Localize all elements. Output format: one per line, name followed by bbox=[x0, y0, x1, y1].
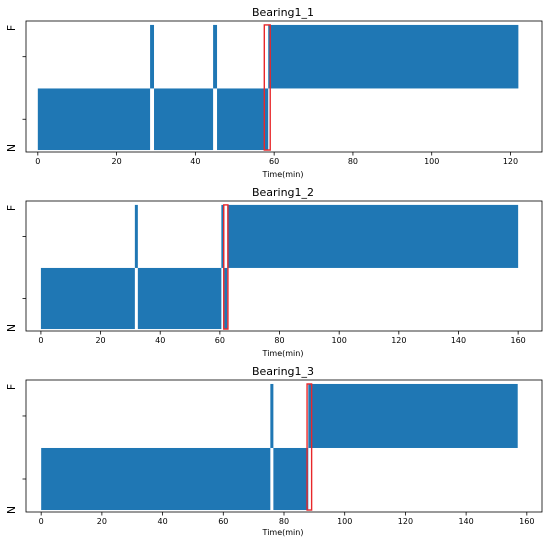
x-tick-label: 0 bbox=[38, 336, 43, 345]
state-bar-n bbox=[41, 447, 271, 511]
x-tick-label: 100 bbox=[337, 517, 352, 526]
x-tick-label: 40 bbox=[155, 336, 165, 345]
x-tick-label: 160 bbox=[519, 517, 534, 526]
state-bar-f bbox=[150, 24, 155, 89]
y-category-label-f: F bbox=[5, 25, 18, 31]
change-point-marker bbox=[263, 24, 271, 151]
state-bar-n bbox=[37, 88, 151, 151]
x-tick-label: 140 bbox=[451, 336, 466, 345]
state-bar-n bbox=[137, 267, 222, 330]
state-bar-f bbox=[213, 24, 218, 89]
state-bar-f bbox=[270, 383, 274, 448]
chart-title: Bearing1_2 bbox=[252, 186, 314, 199]
y-category-label-n: N bbox=[5, 144, 18, 152]
x-tick-label: 120 bbox=[503, 157, 518, 166]
state-bar-n bbox=[224, 267, 228, 330]
x-tick-label: 80 bbox=[274, 336, 284, 345]
x-tick-label: 80 bbox=[348, 157, 358, 166]
x-tick-label: 120 bbox=[398, 517, 413, 526]
state-bar-f bbox=[134, 204, 138, 268]
x-tick-label: 100 bbox=[424, 157, 439, 166]
x-tick-label: 60 bbox=[215, 336, 225, 345]
state-bar-f bbox=[268, 24, 519, 89]
state-bar-n bbox=[273, 447, 309, 511]
plot-area bbox=[25, 20, 543, 153]
x-tick-label: 40 bbox=[190, 157, 200, 166]
x-tick-label: 100 bbox=[332, 336, 347, 345]
y-category-label-n: N bbox=[5, 324, 18, 332]
x-tick-label: 20 bbox=[97, 517, 107, 526]
chart-panel-2: Bearing1_2 F N 0 20 40 60 80 100 120 140 160 Tim… bbox=[5, 186, 543, 358]
x-tick-label: 60 bbox=[269, 157, 279, 166]
chart-panel-3: Bearing1_3 F N 0 20 40 60 80 100 120 140 160 Tim… bbox=[5, 365, 543, 537]
state-bar-f bbox=[221, 204, 225, 268]
x-tick-label: 40 bbox=[157, 517, 167, 526]
x-tick-label: 160 bbox=[510, 336, 525, 345]
x-tick-label: 140 bbox=[458, 517, 473, 526]
state-bar-f bbox=[308, 383, 518, 448]
state-bar-f bbox=[227, 204, 519, 268]
x-tick-label: 60 bbox=[218, 517, 228, 526]
chart-title: Bearing1_3 bbox=[252, 365, 314, 378]
state-bar-n bbox=[217, 88, 269, 151]
x-tick-label: 80 bbox=[279, 517, 289, 526]
x-axis-ticks: 0 20 40 60 80 100 120 140 160 bbox=[22, 415, 534, 526]
y-category-label-f: F bbox=[5, 205, 18, 211]
change-point-marker bbox=[223, 204, 229, 330]
state-bar-n bbox=[40, 267, 135, 330]
plot-area bbox=[25, 379, 543, 513]
x-axis-label: Time(min) bbox=[262, 349, 304, 358]
plot-frame bbox=[25, 20, 543, 153]
plot-frame bbox=[25, 200, 543, 332]
chart-title: Bearing1_1 bbox=[252, 6, 314, 19]
plot-area bbox=[25, 200, 543, 332]
x-tick-label: 120 bbox=[391, 336, 406, 345]
x-axis-label: Time(min) bbox=[262, 528, 304, 537]
x-axis-ticks: 0 20 40 60 80 100 120 bbox=[22, 56, 518, 166]
x-axis-label: Time(min) bbox=[262, 170, 304, 179]
x-axis-ticks: 0 20 40 60 80 100 120 140 160 bbox=[22, 236, 526, 345]
x-tick-label: 0 bbox=[39, 517, 44, 526]
x-tick-label: 0 bbox=[35, 157, 40, 166]
state-bar-n bbox=[154, 88, 214, 151]
change-point-marker bbox=[306, 383, 313, 511]
x-tick-label: 20 bbox=[112, 157, 122, 166]
chart-panel-1: Bearing1_1 F N 0 20 40 60 80 100 120 Time(min) bbox=[5, 6, 543, 179]
y-category-label-n: N bbox=[5, 506, 18, 514]
x-tick-label: 20 bbox=[95, 336, 105, 345]
y-category-label-f: F bbox=[5, 384, 18, 390]
